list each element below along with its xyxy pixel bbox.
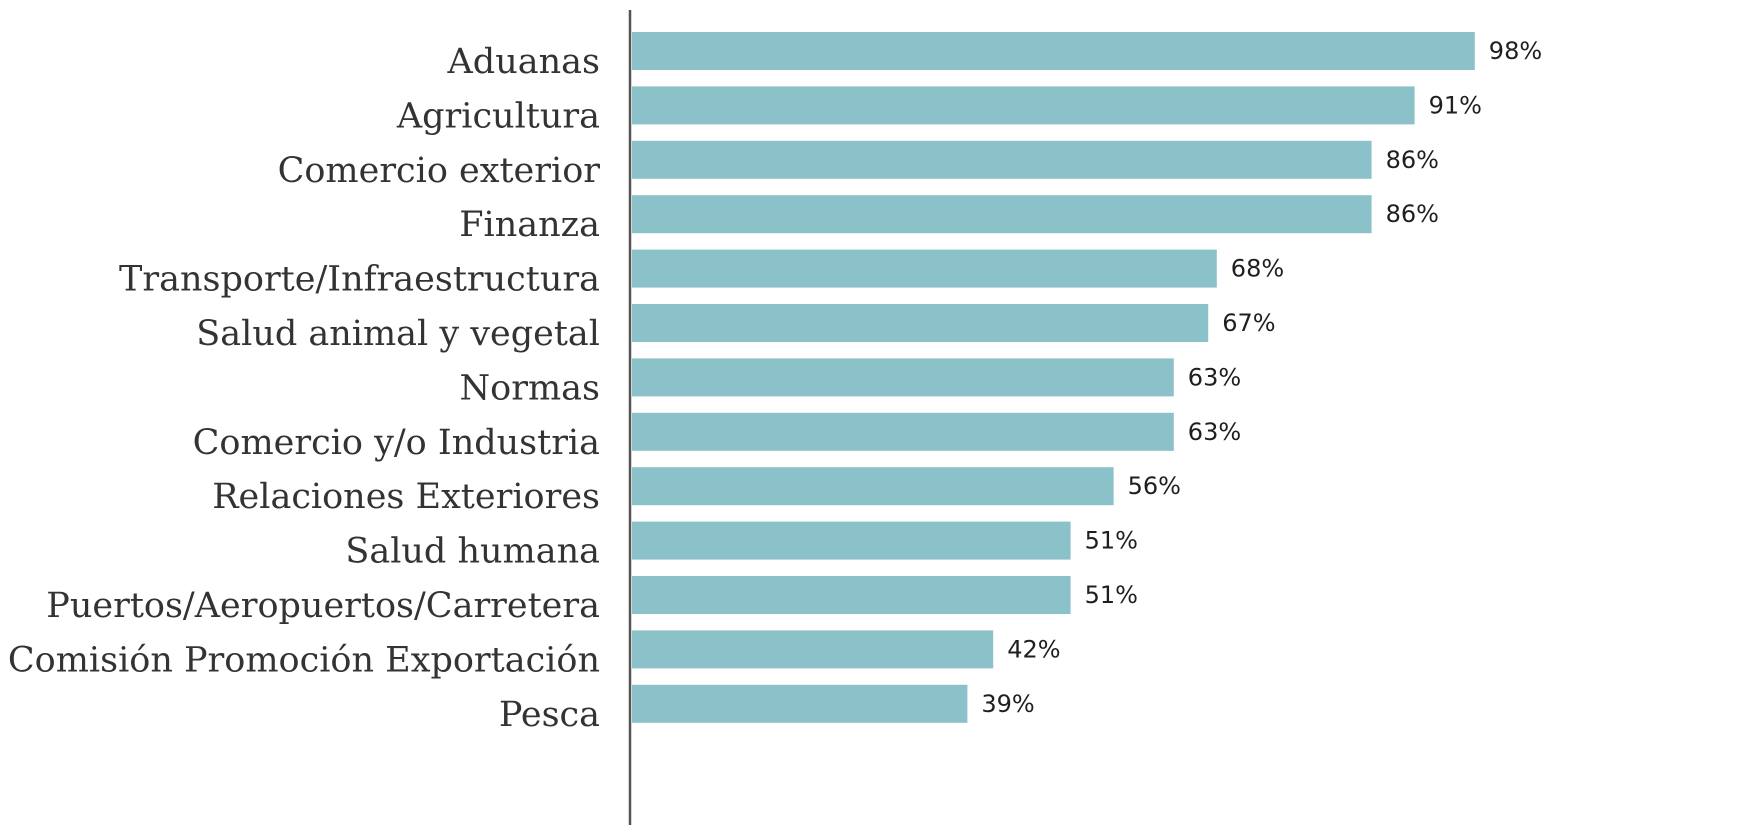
- value-label: 51%: [1085, 527, 1138, 555]
- category-label: Puertos/Aeropuertos/Carretera: [46, 586, 600, 626]
- bar: [632, 467, 1114, 506]
- bar: [632, 521, 1071, 560]
- value-label: 39%: [981, 690, 1034, 718]
- value-label: 51%: [1085, 581, 1138, 609]
- value-label: 86%: [1386, 146, 1439, 174]
- bar: [632, 412, 1174, 451]
- category-label: Relaciones Exteriores: [212, 477, 600, 517]
- bar: [632, 358, 1174, 397]
- bar: [632, 576, 1071, 614]
- category-label: Salud animal y vegetal: [196, 314, 600, 354]
- value-label: 98%: [1489, 37, 1542, 65]
- value-label: 56%: [1128, 472, 1181, 500]
- category-label: Agricultura: [396, 96, 600, 136]
- category-label: Normas: [460, 368, 600, 408]
- bar: [632, 32, 1475, 70]
- bar: [632, 304, 1209, 342]
- category-label: Comercio exterior: [278, 151, 601, 191]
- category-label: Comisión Promoción Exportación: [8, 640, 600, 680]
- bar: [632, 140, 1372, 179]
- bar: [632, 86, 1415, 125]
- value-label: 63%: [1188, 363, 1241, 391]
- value-label: 42%: [1007, 635, 1060, 663]
- value-label: 68%: [1231, 255, 1284, 283]
- bar: [632, 684, 968, 723]
- category-labels: Aduanas Agricultura Comercio exterior Finan…: [8, 42, 600, 735]
- value-label: 67%: [1222, 309, 1275, 337]
- value-label: 91%: [1429, 91, 1482, 119]
- bar: [632, 195, 1372, 234]
- category-label: Transporte/Infraestructura: [119, 260, 600, 300]
- category-label: Comercio y/o Industria: [193, 423, 600, 463]
- bars-group: [632, 32, 1475, 723]
- value-labels: 98%91%86%86%68%67%63%63%56%51%51%42%39%: [981, 37, 1542, 718]
- category-label: Aduanas: [447, 42, 600, 82]
- category-label: Pesca: [499, 695, 600, 735]
- bar: [632, 249, 1217, 288]
- value-label: 63%: [1188, 418, 1241, 446]
- value-label: 86%: [1386, 200, 1439, 228]
- category-label: Salud humana: [345, 532, 600, 572]
- bar: [632, 630, 994, 669]
- category-label: Finanza: [459, 205, 600, 245]
